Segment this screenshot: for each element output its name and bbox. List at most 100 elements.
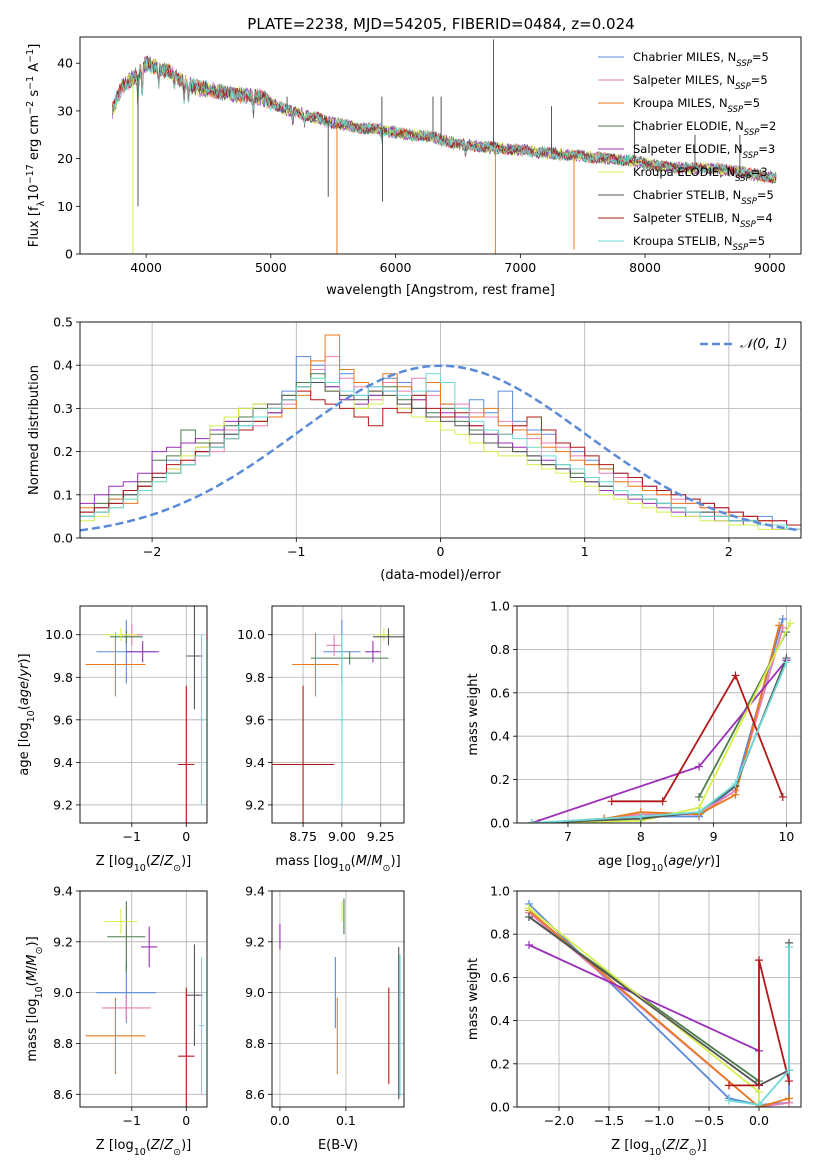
legend-label: 𝒩(0, 1) xyxy=(740,337,787,352)
x-tick-label: 0.0 xyxy=(270,1113,290,1128)
y-tick-label: 9.4 xyxy=(53,755,73,770)
y-tick-label: 0.2 xyxy=(53,444,73,459)
y-tick-label: 9.8 xyxy=(245,670,265,685)
mass-weight-line xyxy=(528,909,790,1107)
y-tick-label: 0.0 xyxy=(53,531,73,546)
x-axis-label: wavelength [Angstrom, rest frame] xyxy=(326,283,555,298)
y-tick-label: 9.2 xyxy=(53,797,73,812)
y-axis-label: mass [log10(M/M⊙)] xyxy=(25,936,45,1061)
x-axis-label: mass [log10(M/M⊙)] xyxy=(275,854,400,874)
x-tick-label: −2.0 xyxy=(544,1113,574,1128)
y-axis-label: Flux [fλ10−17 erg cm−2 s−1 A−1] xyxy=(25,44,47,248)
y-tick-label: 0.8 xyxy=(490,642,510,657)
mass-weight-marker xyxy=(755,1100,763,1107)
mass-weight-marker xyxy=(695,808,704,817)
y-tick-label: 8.8 xyxy=(53,1036,73,1051)
mass-weight-line xyxy=(538,627,784,823)
axes-frame xyxy=(79,321,802,539)
mass-weight-marker xyxy=(731,790,740,799)
y-tick-label: 9.2 xyxy=(245,797,265,812)
y-tick-label: 9.4 xyxy=(53,884,73,899)
axes-frame xyxy=(79,890,208,1108)
x-tick-label: 8000 xyxy=(629,260,661,275)
y-tick-label: 9.6 xyxy=(53,712,73,727)
x-tick-label: −1 xyxy=(123,829,141,844)
panel-age-vs-mass: 8.75 9.00 9.25 9.2 9.4 9.6 9.8 10.0 mass [log10(… xyxy=(237,605,405,874)
legend-label: Kroupa MILES, NSSP=5 xyxy=(633,96,760,115)
mass-weight-marker xyxy=(731,779,740,788)
y-tick-label: 20 xyxy=(57,151,73,166)
y-tick-label: 9.0 xyxy=(245,985,265,1000)
mass-weight-marker xyxy=(778,792,787,801)
axes-frame xyxy=(79,605,208,824)
y-tick-label: 8.6 xyxy=(53,1087,73,1102)
axes-frame xyxy=(79,36,802,255)
histogram-step xyxy=(80,377,801,538)
mass-weight-marker xyxy=(785,943,793,952)
axes-frame xyxy=(516,890,802,1108)
y-tick-label: 0.4 xyxy=(490,729,510,744)
x-axis-label: Z [log10(Z/Z⊙)] xyxy=(96,1138,191,1158)
mass-weight-line xyxy=(729,959,790,1087)
panel-mass-vs-z: −1 0 8.6 8.8 9.0 9.2 9.4 Z [log10(Z/Z⊙)] mass [l… xyxy=(25,884,208,1158)
mass-weight-marker xyxy=(636,812,645,821)
mass-weight-marker xyxy=(785,1077,793,1086)
y-tick-label: 40 xyxy=(57,56,73,71)
spectrum-line xyxy=(112,56,777,183)
mass-weight-marker xyxy=(525,912,533,921)
mass-weight-line xyxy=(528,911,790,1107)
x-tick-label: 2 xyxy=(725,544,733,559)
mass-weight-marker xyxy=(775,621,784,630)
panel-mass-weight-vs-age: 7 8 9 10 0.0 0.2 0.4 0.6 0.8 1.0 mass weight age [l… xyxy=(466,599,802,874)
normal-curve xyxy=(80,364,801,532)
y-tick-label: 9.8 xyxy=(53,670,73,685)
mass-weight-marker xyxy=(695,792,704,801)
mass-weight-marker xyxy=(785,1066,793,1075)
y-tick-label: 10.0 xyxy=(45,627,73,642)
mass-weight-marker xyxy=(755,956,763,965)
y-tick-label: 0.6 xyxy=(490,685,510,700)
mass-weight-marker xyxy=(658,797,667,806)
y-tick-label: 9.2 xyxy=(245,934,265,949)
panel-mass-vs-ebv: 0.0 0.1 8.6 8.8 9.0 9.2 9.4 E(B-V) xyxy=(245,884,405,1153)
y-tick-label: 0.4 xyxy=(490,1013,510,1028)
y-axis-label: age [log10(age/yr)] xyxy=(17,653,37,775)
y-tick-label: 0.6 xyxy=(490,970,510,985)
mass-weight-marker xyxy=(725,1096,733,1105)
x-tick-label: −1 xyxy=(287,544,305,559)
x-axis-label: Z [log10(Z/Z⊙)] xyxy=(611,1138,706,1158)
y-tick-label: 9.0 xyxy=(53,985,73,1000)
y-tick-label: 0.3 xyxy=(53,401,73,416)
panel-residuals: −2 −1 0 1 2 0.0 0.1 0.2 0.3 0.4 0.5 𝒩(0, 1) (data-mo… xyxy=(27,315,802,583)
y-tick-label: 10.0 xyxy=(237,627,265,642)
mass-weight-line xyxy=(528,944,760,1052)
y-axis-label: mass weight xyxy=(466,673,481,755)
legend-label: Kroupa ELODIE, NSSP=3 xyxy=(633,165,768,184)
y-tick-label: 8.6 xyxy=(245,1087,265,1102)
x-tick-label: 5000 xyxy=(255,260,287,275)
y-tick-label: 0.0 xyxy=(490,816,510,831)
y-tick-label: 0.5 xyxy=(53,315,73,330)
x-axis-label: (data-model)/error xyxy=(380,568,501,583)
mass-weight-marker xyxy=(695,762,704,771)
mass-weight-marker xyxy=(525,941,533,949)
y-axis-label: Normed distribution xyxy=(27,365,42,495)
y-tick-label: 0.1 xyxy=(53,487,73,502)
x-tick-label: 9.00 xyxy=(328,829,356,844)
mass-weight-marker xyxy=(527,819,536,823)
legend-label: Kroupa STELIB, NSSP=5 xyxy=(633,234,765,253)
x-axis-label: E(B-V) xyxy=(318,1138,358,1153)
mass-weight-line xyxy=(538,625,781,823)
y-tick-label: 0.0 xyxy=(490,1100,510,1115)
x-tick-label: 1 xyxy=(581,544,589,559)
mass-weight-marker xyxy=(782,658,791,667)
histogram-step xyxy=(80,373,801,538)
mass-weight-marker xyxy=(778,615,787,624)
legend-label: Chabrier ELODIE, NSSP=2 xyxy=(633,119,776,138)
mass-weight-line xyxy=(531,623,791,823)
x-tick-label: −1.5 xyxy=(594,1113,624,1128)
x-tick-label: 8 xyxy=(637,829,645,844)
x-tick-label: 0 xyxy=(182,829,190,844)
x-tick-label: 0 xyxy=(437,544,445,559)
x-tick-label: 0.1 xyxy=(336,1113,356,1128)
